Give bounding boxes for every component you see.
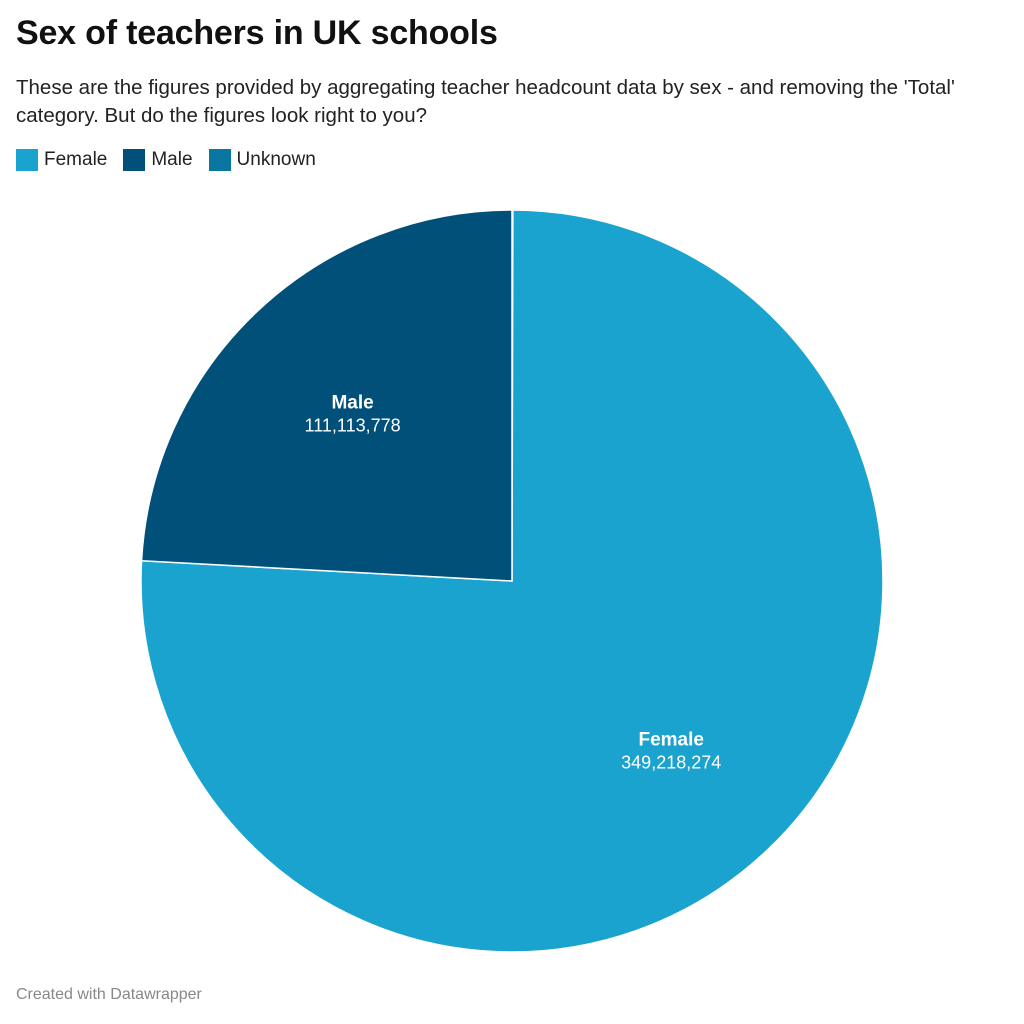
slice-label-male-name: Male xyxy=(331,393,373,414)
footer-credit: Created with Datawrapper xyxy=(16,986,202,1003)
legend-item-male: Male xyxy=(123,149,193,171)
chart-subtitle: These are the figures provided by aggreg… xyxy=(16,76,955,127)
slice-label-male-value: 111,113,778 xyxy=(305,416,401,436)
legend-swatch-male xyxy=(123,149,146,171)
legend-item-female: Female xyxy=(16,149,107,171)
legend-item-unknown: Unknown xyxy=(208,149,316,171)
pie-slice-male xyxy=(140,209,513,582)
legend-swatch-unknown xyxy=(208,149,231,171)
legend: Female Male Unknown xyxy=(16,149,332,171)
legend-swatch-female xyxy=(16,149,38,171)
slice-label-female-name: Female xyxy=(638,730,703,751)
pie-slice-female xyxy=(140,209,884,953)
legend-label-unknown: Unknown xyxy=(236,149,316,170)
slice-label-female-value: 349,218,274 xyxy=(621,753,721,773)
pie-labels: Male 111,113,778 Female 349,218,274 xyxy=(305,393,722,773)
legend-label-male: Male xyxy=(151,149,193,170)
legend-label-female: Female xyxy=(44,149,108,170)
pie-slices xyxy=(140,209,884,953)
chart-title: Sex of teachers in UK schools xyxy=(16,14,498,52)
